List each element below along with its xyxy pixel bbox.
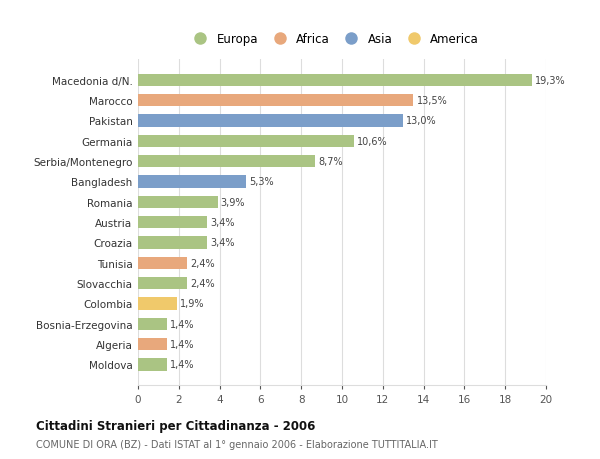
Bar [138, 176, 246, 188]
Text: 5,3%: 5,3% [249, 177, 274, 187]
Text: 13,0%: 13,0% [406, 116, 437, 126]
Text: 3,9%: 3,9% [221, 197, 245, 207]
Bar [138, 115, 403, 127]
Text: 13,5%: 13,5% [416, 96, 447, 106]
Bar [138, 95, 413, 107]
Legend: Europa, Africa, Asia, America: Europa, Africa, Asia, America [188, 33, 479, 46]
Bar [138, 318, 167, 330]
Bar [138, 74, 532, 87]
Text: 10,6%: 10,6% [358, 136, 388, 146]
Text: 2,4%: 2,4% [190, 258, 215, 268]
Text: 8,7%: 8,7% [319, 157, 343, 167]
Text: 2,4%: 2,4% [190, 279, 215, 288]
Text: 3,4%: 3,4% [211, 238, 235, 248]
Text: 1,4%: 1,4% [170, 339, 194, 349]
Bar [138, 358, 167, 371]
Text: 19,3%: 19,3% [535, 76, 565, 85]
Text: 1,4%: 1,4% [170, 360, 194, 369]
Bar [138, 338, 167, 351]
Bar [138, 237, 208, 249]
Bar [138, 156, 316, 168]
Text: Cittadini Stranieri per Cittadinanza - 2006: Cittadini Stranieri per Cittadinanza - 2… [36, 419, 316, 432]
Bar [138, 277, 187, 290]
Bar [138, 217, 208, 229]
Bar [138, 196, 218, 208]
Text: COMUNE DI ORA (BZ) - Dati ISTAT al 1° gennaio 2006 - Elaborazione TUTTITALIA.IT: COMUNE DI ORA (BZ) - Dati ISTAT al 1° ge… [36, 440, 438, 449]
Bar [138, 135, 354, 147]
Text: 3,4%: 3,4% [211, 218, 235, 228]
Bar [138, 298, 177, 310]
Text: 1,4%: 1,4% [170, 319, 194, 329]
Text: 1,9%: 1,9% [180, 299, 205, 309]
Bar [138, 257, 187, 269]
